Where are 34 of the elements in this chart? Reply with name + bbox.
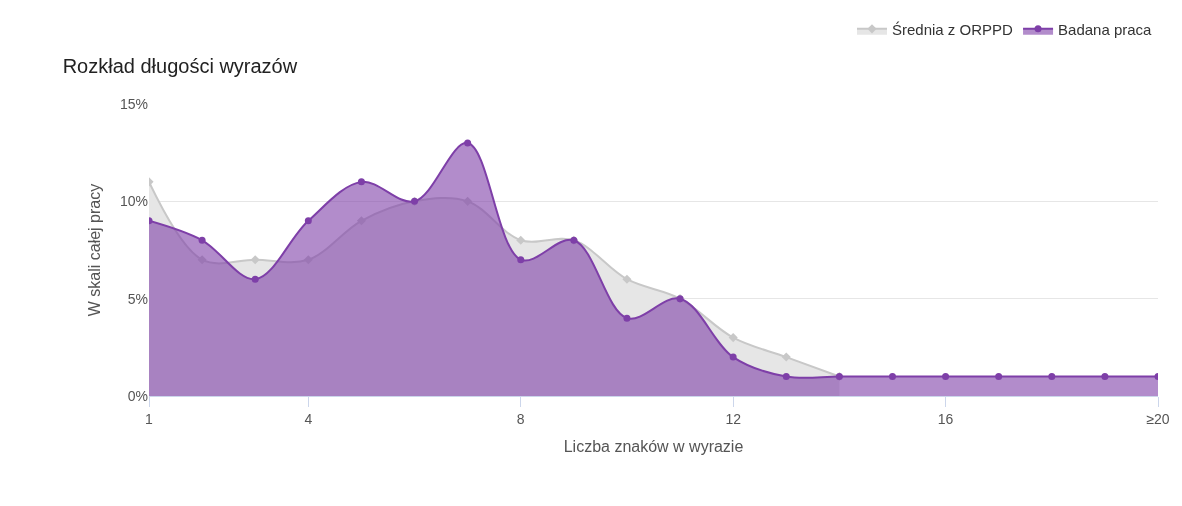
y-tick-label: 0% xyxy=(127,387,148,404)
x-tick-label: ≥20 xyxy=(1146,410,1170,427)
point xyxy=(517,256,525,264)
point xyxy=(782,373,790,381)
point xyxy=(622,274,632,284)
point xyxy=(995,373,1003,381)
y-tick-label: 5% xyxy=(127,290,148,307)
point xyxy=(198,236,206,244)
x-tick-label: 8 xyxy=(516,410,525,427)
point xyxy=(516,235,526,245)
chart-title: Rozkład długości wyrazów xyxy=(62,54,298,77)
x-axis-title: Liczba znaków w wyrazie xyxy=(563,438,744,456)
point xyxy=(250,255,260,265)
point xyxy=(251,275,259,283)
point xyxy=(728,333,738,343)
point xyxy=(781,352,791,362)
y-axis-title: W skali całej pracy xyxy=(85,183,103,317)
point xyxy=(1101,373,1109,381)
point xyxy=(357,178,365,186)
point xyxy=(1048,373,1056,381)
x-tick-label: 4 xyxy=(304,410,313,427)
point xyxy=(942,373,950,381)
y-tick-label: 10% xyxy=(119,193,148,210)
x-tick-label: 16 xyxy=(937,410,954,427)
point xyxy=(623,314,631,322)
legend-label: Badana praca xyxy=(1058,20,1153,38)
point xyxy=(888,373,896,381)
legend-label: Średnia z ORPPD xyxy=(892,20,1014,38)
point xyxy=(464,139,472,147)
y-tick-label: 15% xyxy=(119,95,148,112)
point xyxy=(729,353,737,361)
x-tick-label: 1 xyxy=(145,410,154,427)
point xyxy=(304,217,312,225)
x-tick-label: 12 xyxy=(725,410,742,427)
